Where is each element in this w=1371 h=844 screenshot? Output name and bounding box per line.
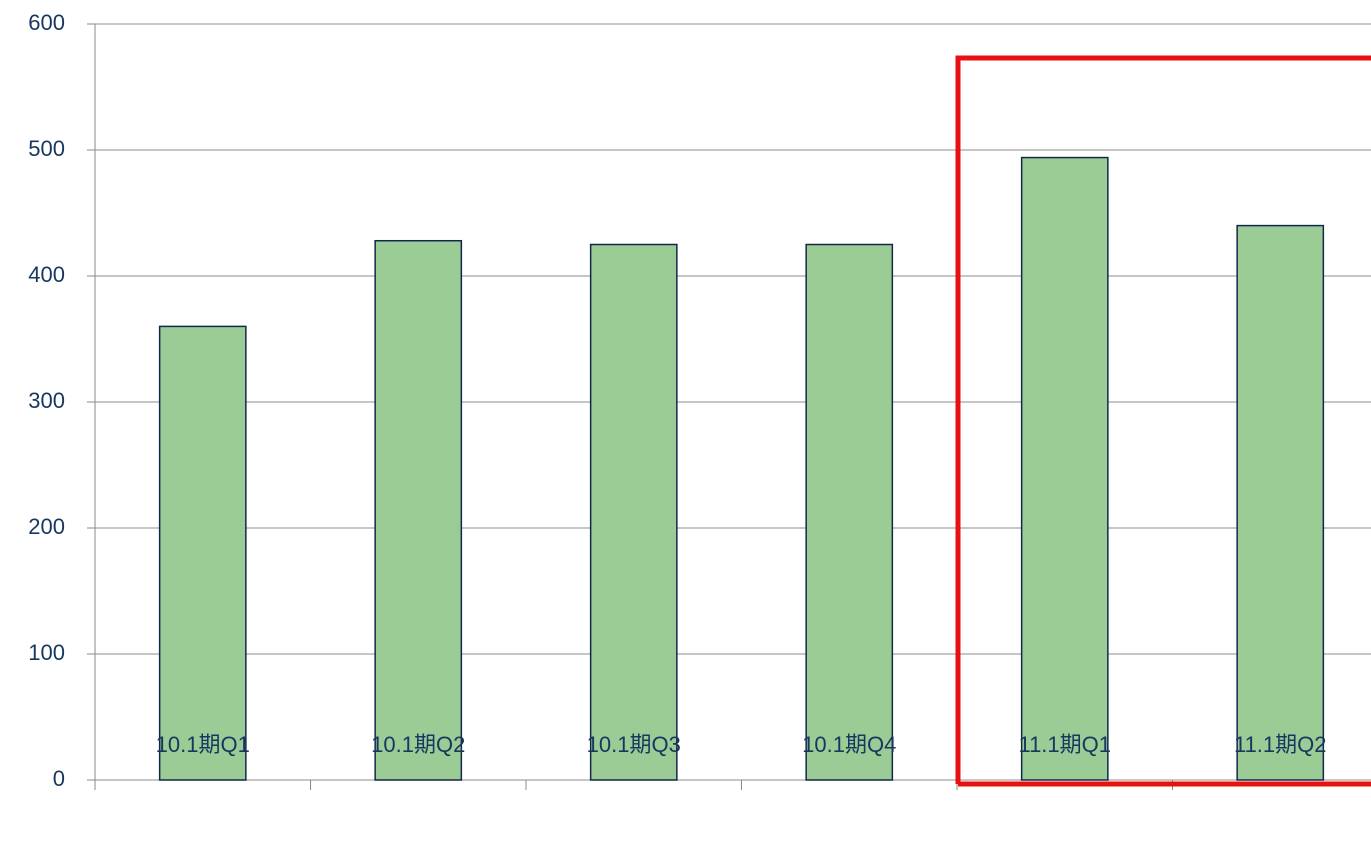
x-tick-label: 11.1期Q1	[1018, 732, 1111, 757]
y-tick-label: 600	[28, 10, 65, 35]
bar	[374, 239, 463, 781]
bar	[805, 243, 894, 781]
x-tick-label: 11.1期Q2	[1234, 732, 1327, 757]
bars	[158, 156, 1325, 781]
y-tick-label: 100	[28, 640, 65, 665]
y-tick-label: 400	[28, 262, 65, 287]
x-tick-label: 10.1期Q4	[802, 732, 896, 757]
bar	[158, 325, 247, 781]
bar	[1236, 224, 1325, 781]
y-tick-label: 300	[28, 388, 65, 413]
x-tick-label: 10.1期Q3	[587, 732, 681, 757]
bar	[589, 243, 678, 781]
grid	[87, 23, 1371, 790]
x-tick-label: 10.1期Q2	[371, 732, 465, 757]
y-tick-label: 500	[28, 136, 65, 161]
bar	[1020, 156, 1109, 781]
highlight-box	[955, 55, 1371, 787]
x-tick-label: 10.1期Q1	[156, 732, 250, 757]
labels: 0 100 200 300 400 500 600 10.1期Q1 10.1期Q2 10.1期Q3…	[28, 10, 1326, 791]
y-tick-label: 0	[53, 766, 65, 791]
y-tick-label: 200	[28, 514, 65, 539]
